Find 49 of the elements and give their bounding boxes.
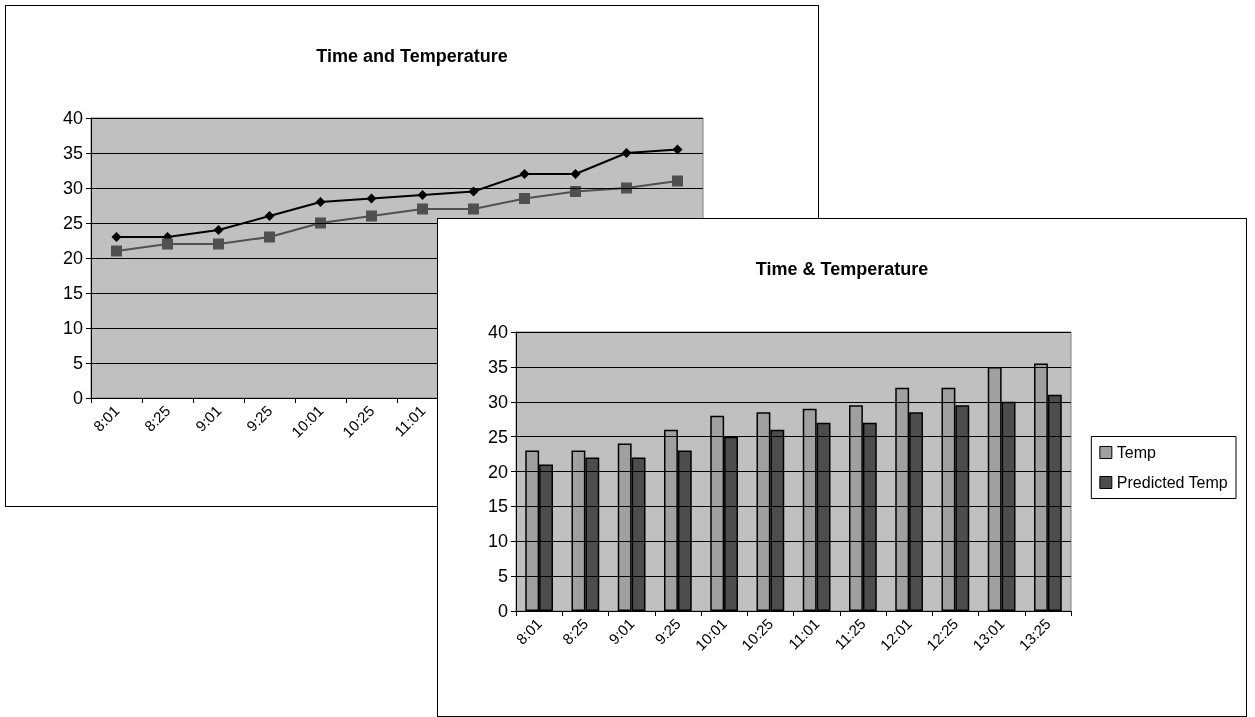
point <box>570 186 581 197</box>
point <box>111 232 122 242</box>
legend-label: Temp <box>1116 444 1157 461</box>
y-tick-label: 35 <box>487 356 508 377</box>
x-tick-label: 8:01 <box>512 614 546 648</box>
point <box>417 203 428 215</box>
y-tick-label: 30 <box>62 178 83 198</box>
y-tick-label: 15 <box>62 283 83 303</box>
y-tick-label: 15 <box>487 496 508 517</box>
y-tick-label: 0 <box>497 601 508 621</box>
point <box>417 190 428 200</box>
point <box>213 225 224 235</box>
chart-title: Time & Temperature <box>755 259 929 279</box>
y-tick-label: 25 <box>62 213 83 233</box>
point <box>468 186 479 197</box>
y-tick-label: 20 <box>62 248 83 268</box>
y-tick-label: 5 <box>497 566 508 587</box>
y-tick-label: 40 <box>487 322 508 342</box>
x-tick-label: 8:25 <box>558 614 592 648</box>
point <box>315 197 326 207</box>
point <box>315 217 326 229</box>
x-tick-label: 9:01 <box>604 614 638 648</box>
point <box>570 169 581 179</box>
point <box>366 210 377 222</box>
y-tick-label: 20 <box>487 461 508 482</box>
x-tick-label: 9:01 <box>191 401 225 435</box>
y-tick-label: 25 <box>487 426 508 447</box>
chart-title: Time and Temperature <box>316 46 508 66</box>
y-tick-label: 0 <box>72 388 83 408</box>
point <box>111 245 122 257</box>
y-tick-label: 5 <box>72 353 83 373</box>
x-tick-label: 8:01 <box>89 401 123 435</box>
point <box>162 238 173 250</box>
point <box>468 203 479 215</box>
point <box>213 238 224 250</box>
y-tick-label: 40 <box>62 108 83 128</box>
y-tick-label: 10 <box>487 531 508 552</box>
point <box>672 175 683 187</box>
legend-label: Predicted Temp <box>1116 474 1228 491</box>
point <box>366 193 377 204</box>
point <box>264 231 275 243</box>
y-tick-label: 30 <box>487 391 508 412</box>
y-tick-label: 10 <box>62 318 83 338</box>
point <box>264 211 275 221</box>
point <box>621 182 632 194</box>
point <box>672 144 683 155</box>
point <box>519 169 530 179</box>
y-tick-label: 35 <box>62 143 83 163</box>
point <box>519 193 530 204</box>
